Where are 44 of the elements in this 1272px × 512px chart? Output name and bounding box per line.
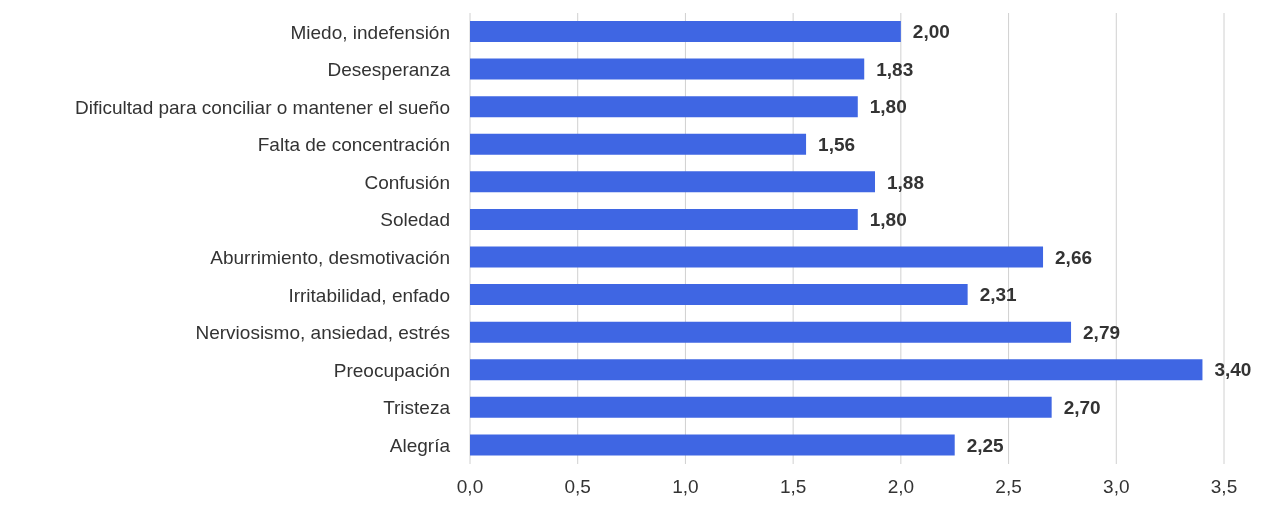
y-tick-label: Alegría [389,434,451,456]
bar [470,208,858,230]
bar [470,284,968,306]
bar [470,396,1052,418]
x-tick-label: 1,0 [672,476,699,498]
y-tick-label: Falta de concentración [257,134,450,156]
data-label: 1,80 [869,209,907,231]
x-tick-label: 1,5 [779,476,807,498]
y-tick-label: Preocupación [333,359,450,381]
y-tick-label: Confusión [364,171,450,193]
x-tick-label: 0,0 [456,476,484,498]
data-label: 2,00 [912,21,950,43]
bar [470,21,901,42]
bar [470,133,807,155]
y-tick-label: Aburrimiento, desmotivación [210,247,450,269]
data-label: 1,80 [869,96,907,118]
y-tick-label: Miedo, indefensión [290,21,450,43]
x-tick-label: 2,5 [995,476,1022,498]
bar [470,321,1072,343]
data-label: 2,31 [979,284,1018,306]
data-label: 2,25 [966,434,1005,456]
y-tick-label: Tristeza [383,397,451,419]
bar [470,171,876,193]
y-tick-label: Soledad [380,209,450,231]
y-tick-label: Desesperanza [327,59,451,81]
y-tick-label: Nerviosismo, ansiedad, estrés [195,322,450,344]
data-label: 1,83 [876,58,914,80]
bar [470,96,858,118]
x-tick-label: 0,5 [564,476,591,498]
data-label: 2,70 [1063,397,1101,419]
y-tick-label: Dificultad para conciliar o mantener el sueño [75,96,450,118]
x-tick-label: 3,5 [1210,476,1238,498]
bar [470,246,1044,268]
x-tick-label: 3,0 [1103,476,1130,498]
data-label: 1,56 [818,133,856,155]
bar [470,58,865,80]
data-label: 3,40 [1214,359,1252,381]
bar [470,359,1203,381]
data-label: 1,88 [887,171,924,193]
x-tick-label: 2,0 [887,476,915,498]
bar [470,434,955,456]
data-label: 2,66 [1055,246,1093,268]
y-tick-label: Irritabilidad, enfado [288,284,450,306]
data-label: 2,79 [1083,321,1121,343]
